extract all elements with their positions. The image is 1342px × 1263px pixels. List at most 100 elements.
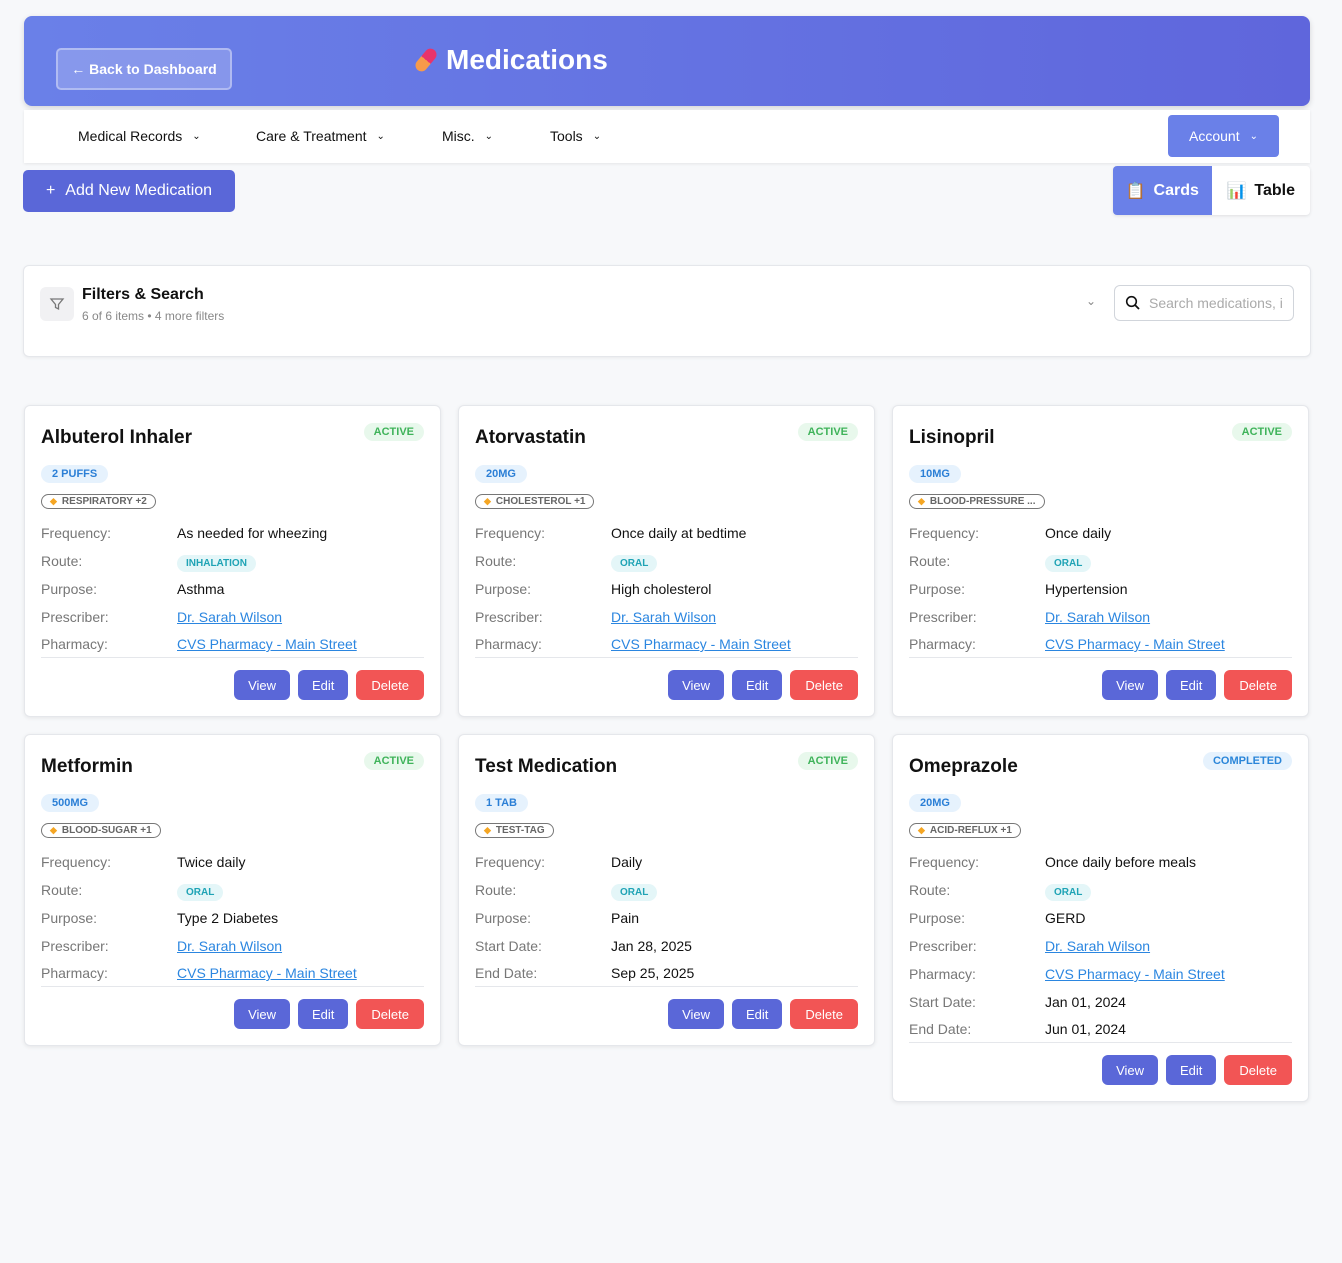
delete-button[interactable]: Delete <box>1224 1055 1292 1085</box>
detail-value: Type 2 Diabetes <box>177 910 279 926</box>
edit-button[interactable]: Edit <box>298 670 349 700</box>
pharmacy-link[interactable]: CVS Pharmacy - Main Street <box>611 636 791 652</box>
tag-badge[interactable]: ◆ ACID-REFLUX +1 <box>909 823 1021 838</box>
detail-row-route: Route: ORAL <box>475 547 858 575</box>
cards-label: Cards <box>1153 181 1199 199</box>
route-badge: INHALATION <box>177 555 256 572</box>
nav-misc[interactable]: Misc. ⌄ <box>442 128 493 144</box>
tag-badge[interactable]: ◆ BLOOD-PRESSURE ... <box>909 494 1045 509</box>
delete-button[interactable]: Delete <box>1224 670 1292 700</box>
table-view-button[interactable]: 📊 Table <box>1212 166 1311 215</box>
medication-name: Lisinopril <box>909 427 995 448</box>
edit-button[interactable]: Edit <box>1166 670 1217 700</box>
pharmacy-link[interactable]: CVS Pharmacy - Main Street <box>1045 966 1225 982</box>
add-medication-button[interactable]: + Add New Medication <box>23 170 235 212</box>
detail-label: Frequency: <box>909 854 980 870</box>
detail-row-purpose: Purpose: Type 2 Diabetes <box>41 904 424 932</box>
details: Frequency: As needed for wheezing Route: IN… <box>41 519 424 658</box>
card-actions: View Edit Delete <box>909 670 1292 700</box>
back-to-dashboard-button[interactable]: ← Back to Dashboard <box>56 48 232 90</box>
nav-label: Care & Treatment <box>256 128 367 144</box>
details: Frequency: Once daily at bedtime Route: ORA… <box>475 519 858 658</box>
tag-badge[interactable]: ◆ BLOOD-SUGAR +1 <box>41 823 161 838</box>
detail-value: Pain <box>611 910 640 926</box>
edit-button[interactable]: Edit <box>732 670 783 700</box>
chevron-down-icon: ⌄ <box>192 130 201 142</box>
detail-row-route: Route: ORAL <box>909 876 1292 904</box>
cards-view-button[interactable]: 📋 Cards <box>1113 166 1212 215</box>
detail-row-end-date: End Date: Jun 01, 2024 <box>909 1016 1292 1042</box>
edit-button[interactable]: Edit <box>1166 1055 1217 1085</box>
prescriber-link[interactable]: Dr. Sarah Wilson <box>177 938 283 954</box>
detail-row-frequency: Frequency: Once daily before meals <box>909 848 1292 876</box>
pharmacy-link[interactable]: CVS Pharmacy - Main Street <box>177 636 357 652</box>
delete-button[interactable]: Delete <box>356 999 424 1029</box>
edit-button[interactable]: Edit <box>298 999 349 1029</box>
detail-row-pharmacy: Pharmacy: CVS Pharmacy - Main Street <box>41 631 424 657</box>
view-button[interactable]: View <box>668 670 725 700</box>
chevron-down-icon[interactable]: ⌄ <box>1086 294 1097 308</box>
tag-row: ◆ TEST-TAG <box>475 820 858 838</box>
detail-label: Prescriber: <box>909 938 977 954</box>
details: Frequency: Once daily Route: ORAL Purpose: Hy… <box>909 519 1292 658</box>
tag-row: ◆ CHOLESTEROL +1 <box>475 491 858 509</box>
chevron-down-icon: ⌄ <box>1249 130 1258 142</box>
nav-label: Tools <box>550 128 583 144</box>
detail-value: INHALATION <box>177 553 256 572</box>
filter-icon[interactable] <box>40 287 74 321</box>
dose-badge: 20MG <box>909 794 961 812</box>
delete-button[interactable]: Delete <box>790 999 858 1029</box>
pharmacy-link[interactable]: CVS Pharmacy - Main Street <box>1045 636 1225 652</box>
nav-care-treatment[interactable]: Care & Treatment ⌄ <box>256 128 385 144</box>
table-label: Table <box>1254 181 1296 199</box>
delete-button[interactable]: Delete <box>356 670 424 700</box>
detail-label: End Date: <box>475 965 538 981</box>
tag-badge[interactable]: ◆ TEST-TAG <box>475 823 554 838</box>
view-button[interactable]: View <box>234 670 291 700</box>
prescriber-link[interactable]: Dr. Sarah Wilson <box>611 609 717 625</box>
status-badge: ACTIVE <box>363 423 424 441</box>
detail-value: Once daily <box>1045 525 1112 541</box>
nav-tools[interactable]: Tools ⌄ <box>550 128 601 144</box>
view-button[interactable]: View <box>668 999 725 1029</box>
detail-label: Prescriber: <box>41 609 109 625</box>
account-button[interactable]: Account ⌄ <box>1168 115 1279 157</box>
edit-button[interactable]: Edit <box>732 999 783 1029</box>
medication-card: Atorvastatin ACTIVE 20MG ◆ CHOLESTEROL +1 Fre… <box>458 405 875 717</box>
prescriber-link[interactable]: Dr. Sarah Wilson <box>1045 938 1151 954</box>
detail-label: Pharmacy: <box>41 965 108 981</box>
medication-name: Atorvastatin <box>475 427 586 448</box>
search-input[interactable] <box>1149 295 1289 311</box>
detail-row-start-date: Start Date: Jan 01, 2024 <box>909 988 1292 1016</box>
dose-badge: 20MG <box>475 465 527 483</box>
detail-label: Frequency: <box>909 525 980 541</box>
route-badge: ORAL <box>177 884 224 901</box>
medication-card: Lisinopril ACTIVE 10MG ◆ BLOOD-PRESSURE ... F… <box>892 405 1309 717</box>
chevron-down-icon: ⌄ <box>592 130 602 142</box>
delete-button[interactable]: Delete <box>790 670 858 700</box>
detail-value: Jan 01, 2024 <box>1045 994 1126 1010</box>
view-button[interactable]: View <box>1102 670 1159 700</box>
detail-value: ORAL <box>177 882 224 901</box>
detail-row-purpose: Purpose: High cholesterol <box>475 575 858 603</box>
prescriber-link[interactable]: Dr. Sarah Wilson <box>1045 609 1151 625</box>
detail-row-prescriber: Prescriber: Dr. Sarah Wilson <box>475 603 858 631</box>
detail-label: Route: <box>475 553 517 569</box>
detail-value: Twice daily <box>177 854 246 870</box>
tag-badge[interactable]: ◆ CHOLESTEROL +1 <box>475 494 595 509</box>
nav-medical-records[interactable]: Medical Records ⌄ <box>78 128 201 144</box>
tag-row: ◆ BLOOD-PRESSURE ... <box>909 491 1292 509</box>
view-button[interactable]: View <box>234 999 291 1029</box>
detail-label: Prescriber: <box>41 938 109 954</box>
view-button[interactable]: View <box>1102 1055 1159 1085</box>
card-actions: View Edit Delete <box>475 670 858 700</box>
pharmacy-link[interactable]: CVS Pharmacy - Main Street <box>177 965 357 981</box>
detail-label: Start Date: <box>909 994 976 1010</box>
detail-label: Prescriber: <box>475 609 543 625</box>
medication-name: Omeprazole <box>909 756 1018 777</box>
details: Frequency: Daily Route: ORAL Purpose: Pain Sta… <box>475 848 858 987</box>
medication-name: Albuterol Inhaler <box>41 427 192 448</box>
prescriber-link[interactable]: Dr. Sarah Wilson <box>177 609 283 625</box>
status-badge: ACTIVE <box>1231 423 1292 441</box>
tag-badge[interactable]: ◆ RESPIRATORY +2 <box>41 494 156 509</box>
